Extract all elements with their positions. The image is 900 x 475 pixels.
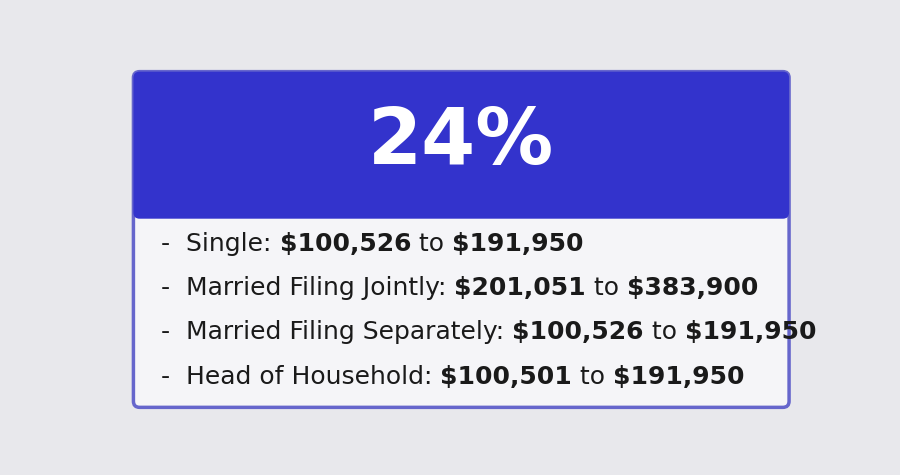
Text: $191,950: $191,950 xyxy=(452,232,583,256)
Text: -: - xyxy=(160,321,170,344)
Text: $383,900: $383,900 xyxy=(627,276,759,300)
Text: $100,526: $100,526 xyxy=(512,321,643,344)
Text: -: - xyxy=(160,232,170,256)
Text: $191,950: $191,950 xyxy=(613,365,745,389)
Text: Single:: Single: xyxy=(186,232,280,256)
Text: Head of Household:: Head of Household: xyxy=(186,365,440,389)
Bar xyxy=(140,182,782,212)
Text: to: to xyxy=(411,232,452,256)
Text: $201,051: $201,051 xyxy=(454,276,586,300)
Text: -: - xyxy=(160,276,170,300)
FancyBboxPatch shape xyxy=(133,72,789,219)
Text: $191,950: $191,950 xyxy=(685,321,816,344)
FancyBboxPatch shape xyxy=(133,72,789,408)
Text: $100,526: $100,526 xyxy=(280,232,411,256)
Text: 24%: 24% xyxy=(368,104,554,180)
Text: $100,501: $100,501 xyxy=(440,365,572,389)
Text: to: to xyxy=(572,365,613,389)
Text: Married Filing Jointly:: Married Filing Jointly: xyxy=(186,276,454,300)
Text: to: to xyxy=(586,276,627,300)
Text: to: to xyxy=(644,321,685,344)
Text: -: - xyxy=(160,365,170,389)
Text: Married Filing Separately:: Married Filing Separately: xyxy=(186,321,512,344)
